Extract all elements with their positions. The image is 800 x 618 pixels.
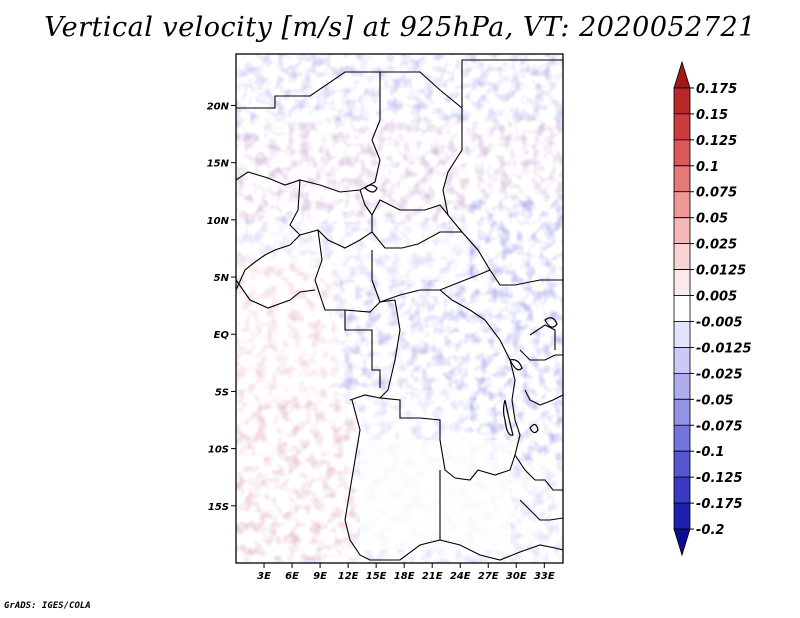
lon-tick-label: 30E <box>506 571 527 582</box>
colorbar-label: -0.125 <box>696 471 743 486</box>
colorbar-swatch <box>673 347 691 374</box>
lon-tick-label: 21E <box>422 571 443 582</box>
colorbar-label: 0.15 <box>696 108 728 123</box>
colorbar-swatch <box>673 372 691 400</box>
lat-tick-label: 20N <box>207 101 230 112</box>
map-title: Vertical velocity [m/s] at 925hPa, VT: 2… <box>44 12 756 43</box>
lon-tick-label: 24E <box>450 571 471 582</box>
colorbar-swatch <box>673 269 691 296</box>
colorbar-label: -0.05 <box>696 393 733 408</box>
colorbar-label: -0.2 <box>696 523 724 538</box>
colorbar-swatch <box>673 502 691 530</box>
colorbar-label: -0.175 <box>696 497 743 512</box>
colorbar-label: -0.025 <box>696 367 743 382</box>
colorbar-swatch <box>673 450 691 478</box>
colorbar-swatch <box>673 191 691 219</box>
lon-tick-label: 6E <box>285 571 299 582</box>
colorbar-swatch <box>673 398 691 426</box>
colorbar-swatch <box>673 528 691 557</box>
colorbar-swatch <box>673 476 691 504</box>
lakes <box>364 184 558 436</box>
lon-tick-label: 9E <box>313 571 327 582</box>
colorbar-swatch <box>673 87 691 115</box>
colorbar-swatch <box>673 139 691 167</box>
colorbar-label: 0.1 <box>696 160 719 175</box>
colorbar-swatch <box>673 321 691 348</box>
colorbar-label: -0.0125 <box>696 341 752 356</box>
colorbar-label: 0.125 <box>696 134 737 149</box>
lon-tick-label: 18E <box>394 571 415 582</box>
country-borders <box>236 59 563 561</box>
colorbar-label: 0.05 <box>696 212 728 227</box>
colorbar-swatch <box>673 295 691 322</box>
colorbar-label: -0.1 <box>696 445 724 460</box>
colorbar-swatch <box>673 165 691 193</box>
colorbar-label: 0.075 <box>696 186 737 201</box>
lon-tick-label: 33E <box>534 571 555 582</box>
lat-tick-label: 10N <box>207 216 230 227</box>
colorbar-label: 0.005 <box>696 290 737 305</box>
lat-tick-label: 5N <box>214 273 230 284</box>
footer-credit: GrADS: IGES/COLA <box>4 601 91 611</box>
colorbar-label: 0.025 <box>696 238 737 253</box>
colorbar-label: -0.075 <box>696 419 743 434</box>
lon-tick-label: 3E <box>257 571 271 582</box>
lat-tick-label: EQ <box>214 330 230 341</box>
lat-tick-label: 10S <box>208 445 229 456</box>
colorbar-swatch <box>673 243 691 270</box>
colorbar-swatch <box>673 113 691 141</box>
lat-tick-label: 15S <box>208 502 229 513</box>
colorbar-label: 0.175 <box>696 82 737 97</box>
colorbar-swatch <box>673 217 691 245</box>
colorbar-legend: 0.175 0.15 0.125 0.1 0.075 0.05 0.025 0.0125 0.0… <box>673 60 752 557</box>
colorbar-label: 0.0125 <box>696 264 746 279</box>
colorbar-label: -0.005 <box>696 315 743 330</box>
map-frame <box>235 53 564 564</box>
colorbar-swatch <box>673 424 691 452</box>
lon-tick-label: 12E <box>338 571 359 582</box>
map-axes: 20N 15N 10N 5N EQ 5S 10S 15S 3E 6E 9E 12E 15E 18E 21E… <box>207 53 564 582</box>
lon-tick-label: 15E <box>366 571 387 582</box>
vertical-velocity-field <box>236 54 563 563</box>
lon-tick-label: 27E <box>478 571 499 582</box>
lat-tick-label: 5S <box>215 387 229 398</box>
colorbar-swatch <box>673 60 691 89</box>
lat-tick-label: 15N <box>207 159 230 170</box>
